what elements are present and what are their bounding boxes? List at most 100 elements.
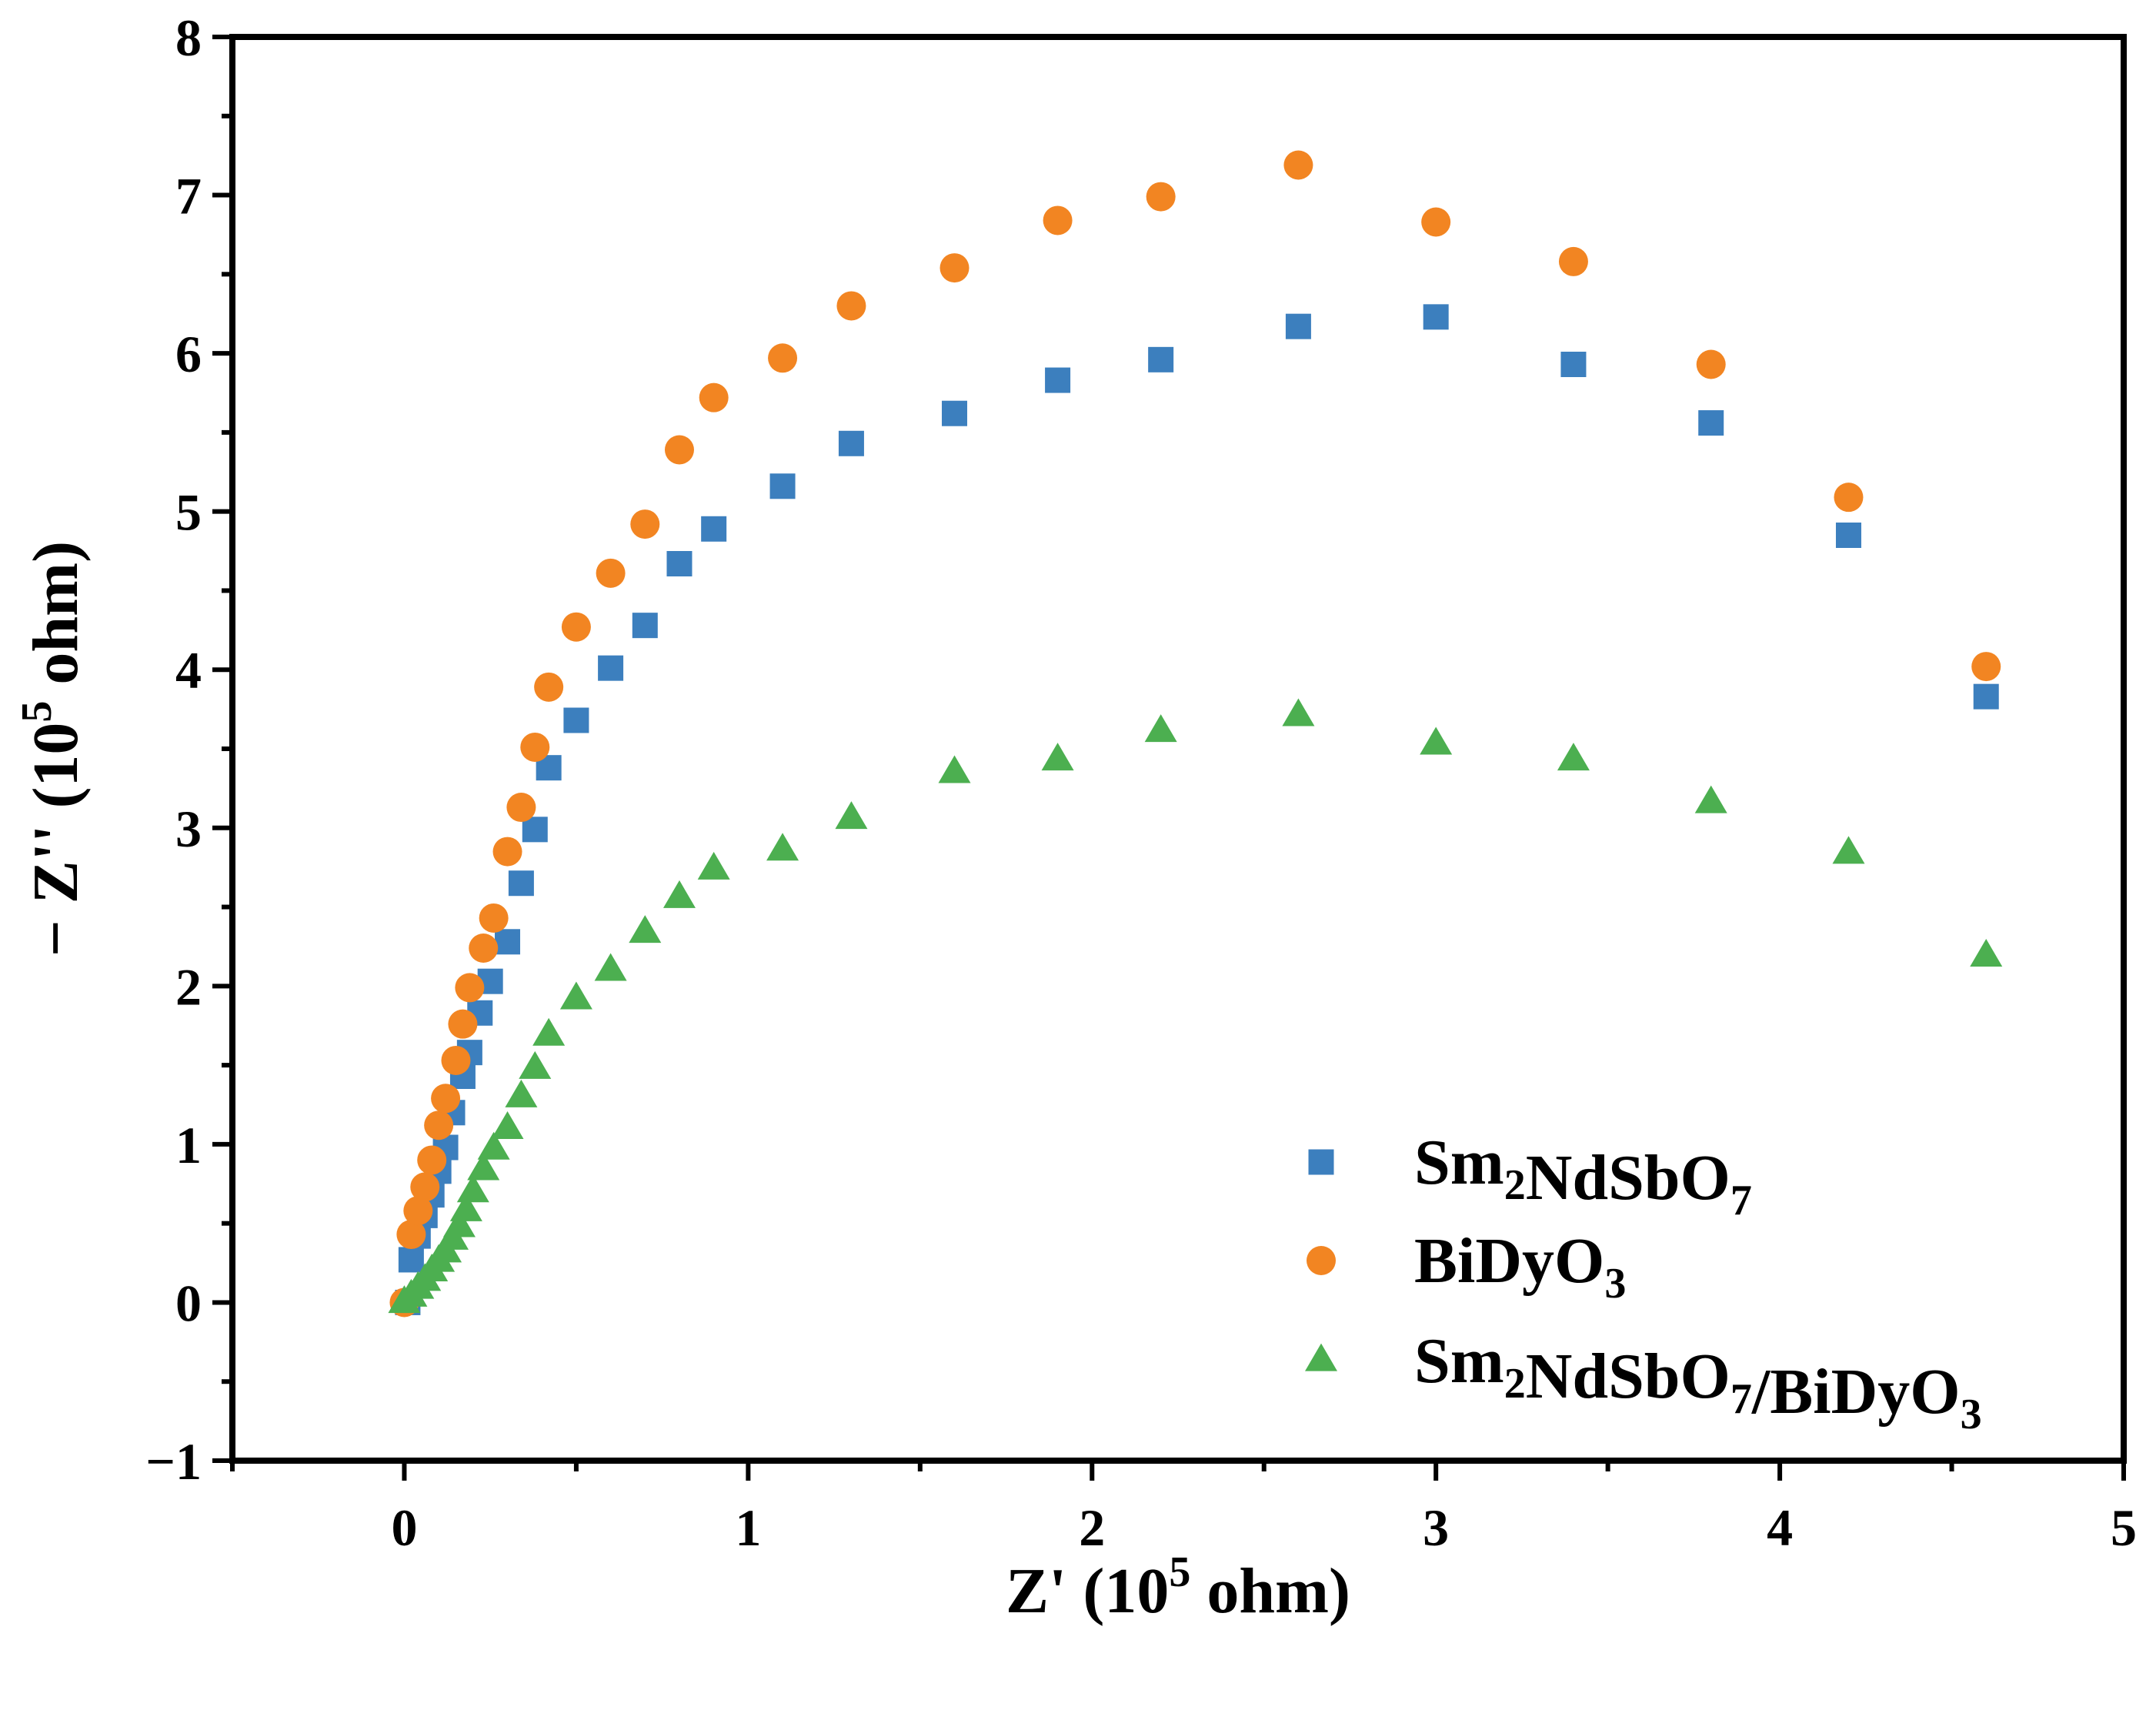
data-point-square	[398, 1247, 424, 1273]
data-point-circle	[1558, 246, 1588, 276]
y-tick-label: 0	[175, 1274, 202, 1332]
data-point-square	[495, 929, 521, 955]
data-point-square	[666, 551, 693, 576]
data-point-triangle	[1144, 714, 1177, 743]
data-point-triangle	[1557, 743, 1590, 771]
data-point-triangle	[1832, 836, 1865, 864]
data-point-triangle	[442, 1209, 476, 1237]
plot-frame	[229, 34, 2127, 1464]
data-point-triangle	[505, 1079, 538, 1107]
y-tick-label: −1	[145, 1432, 202, 1491]
data-point-square	[701, 516, 727, 542]
data-point-triangle	[697, 851, 730, 880]
data-point-square	[1698, 410, 1724, 436]
data-point-circle	[1043, 205, 1073, 235]
data-point-circle	[1834, 483, 1864, 513]
legend-marker-square	[1308, 1149, 1334, 1175]
data-point-triangle	[449, 1193, 482, 1221]
y-tick-label: 8	[175, 8, 202, 67]
data-point-circle	[596, 558, 626, 588]
data-point-triangle	[938, 755, 971, 783]
data-point-circle	[455, 973, 485, 1003]
legend-item: BiDyO3	[1307, 1225, 1626, 1308]
data-point-circle	[1696, 349, 1726, 379]
legend-item: Sm2NdSbO7/BiDyO3	[1305, 1325, 1982, 1438]
data-point-circle	[664, 435, 694, 465]
data-point-circle	[1971, 652, 2001, 682]
data-point-circle	[424, 1110, 454, 1141]
data-point-triangle	[1970, 938, 2003, 967]
data-point-triangle	[559, 981, 592, 1010]
data-point-square	[1148, 346, 1174, 372]
y-tick-label: 2	[175, 957, 202, 1016]
y-tick-label: 4	[175, 641, 202, 700]
data-point-triangle	[835, 801, 868, 830]
data-point-square	[563, 707, 589, 733]
data-point-circle	[1283, 150, 1313, 180]
data-point-square	[1835, 523, 1861, 548]
data-point-triangle	[467, 1152, 500, 1181]
data-point-triangle	[477, 1131, 510, 1160]
data-point-triangle	[1282, 698, 1315, 726]
y-axis-title-suffix: ohm)	[20, 541, 92, 701]
y-tick-label: 1	[175, 1116, 202, 1174]
data-point-triangle	[594, 953, 627, 981]
x-tick-label: 5	[2111, 1498, 2137, 1557]
x-tick-label: 4	[1767, 1498, 1793, 1557]
data-point-square	[522, 817, 548, 843]
data-point-circle	[768, 343, 798, 373]
data-point-square	[769, 473, 796, 499]
data-point-circle	[506, 793, 536, 823]
data-point-square	[1423, 304, 1449, 330]
data-point-triangle	[1694, 785, 1727, 813]
marks-layer	[388, 150, 2003, 1318]
y-tick-label: 6	[175, 325, 202, 383]
data-point-circle	[561, 612, 591, 642]
data-point-triangle	[766, 833, 799, 861]
data-point-circle	[441, 1045, 471, 1075]
x-tick-label: 1	[735, 1498, 761, 1557]
data-point-circle	[396, 1220, 426, 1250]
data-point-circle	[939, 253, 970, 283]
x-tick-label: 2	[1079, 1498, 1105, 1557]
series-3	[388, 698, 2003, 1314]
data-point-triangle	[491, 1111, 524, 1140]
legend-label: Sm2NdSbO7	[1414, 1127, 1752, 1224]
data-point-circle	[479, 903, 509, 933]
data-point-circle	[520, 732, 550, 762]
data-point-square	[1973, 683, 1999, 710]
data-point-square	[1560, 352, 1587, 377]
data-point-circle	[1146, 182, 1176, 212]
data-point-triangle	[1420, 726, 1453, 755]
data-point-triangle	[662, 880, 696, 908]
data-point-square	[632, 613, 658, 639]
y-axis-title: − Z'' (105 ohm)	[13, 541, 92, 957]
data-point-circle	[836, 291, 866, 321]
data-point-square	[1045, 367, 1071, 393]
data-point-circle	[410, 1172, 440, 1202]
x-axis-title: Z' (105 ohm)	[1006, 1548, 1350, 1627]
data-point-square	[1285, 313, 1311, 339]
x-axis-title-main: Z' (10	[1006, 1555, 1169, 1627]
data-point-triangle	[1041, 743, 1074, 771]
data-point-circle	[417, 1145, 447, 1175]
x-tick-label: 3	[1423, 1498, 1449, 1557]
data-point-triangle	[532, 1017, 566, 1046]
data-point-square	[942, 400, 968, 426]
data-point-circle	[403, 1196, 433, 1226]
legend-item: Sm2NdSbO7	[1308, 1127, 1752, 1224]
y-axis-title-main: − Z'' (10	[20, 723, 92, 957]
x-axis-title-sup: 5	[1169, 1548, 1190, 1596]
data-point-circle	[492, 837, 522, 867]
data-point-triangle	[456, 1174, 489, 1203]
legend-label: Sm2NdSbO7/BiDyO3	[1414, 1325, 1982, 1438]
y-tick-label: 5	[175, 483, 202, 542]
data-point-square	[598, 655, 624, 681]
legend-marker-triangle	[1305, 1343, 1337, 1371]
data-point-circle	[431, 1084, 461, 1114]
legend-marker-circle	[1307, 1246, 1336, 1275]
ticks-layer	[212, 35, 2126, 1481]
series-2	[389, 150, 2001, 1318]
